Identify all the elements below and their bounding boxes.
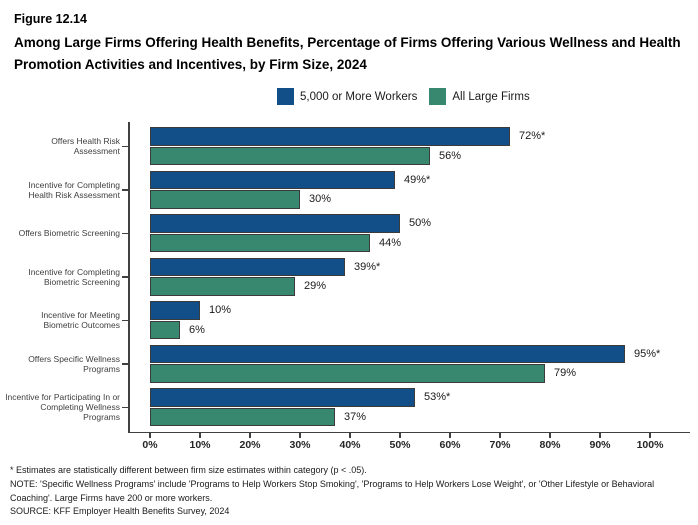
bar-5000-or-more-workers (150, 170, 395, 189)
bar-5000-or-more-workers (150, 301, 200, 320)
value-label: 6% (189, 323, 205, 336)
x-axis-tick (599, 433, 601, 438)
x-axis-tick (399, 433, 401, 438)
figure-number: Figure 12.14 (14, 12, 87, 26)
x-axis-tick (649, 433, 651, 438)
legend-swatch-blue-icon (277, 88, 294, 105)
definition-note: NOTE: 'Specific Wellness Programs' inclu… (10, 478, 655, 503)
y-axis-tick (122, 276, 128, 278)
bar-all-large-firms (150, 364, 545, 383)
value-label: 49%* (404, 173, 431, 186)
value-label: 50% (409, 217, 432, 229)
y-axis-tick (122, 363, 128, 365)
legend-swatch-teal-icon (429, 88, 447, 105)
x-axis-tick (449, 433, 451, 438)
bar-chart: Offers Health Risk Assessment 72%* 56% Ince… (0, 118, 698, 463)
value-label: 29% (304, 280, 327, 292)
x-axis-line (128, 431, 690, 433)
x-axis-tick (299, 433, 301, 438)
x-axis-tick-label: 30% (289, 439, 311, 451)
value-label: 56% (439, 149, 462, 162)
legend-item-5000-or-more-workers: 5,000 or More Workers (277, 88, 417, 105)
x-axis-tick (149, 433, 151, 438)
bar-all-large-firms (150, 146, 430, 165)
value-label: 79% (554, 367, 577, 379)
x-axis-tick-label: 90% (589, 439, 611, 451)
y-axis-tick (122, 406, 128, 409)
x-axis-tick-label: 80% (539, 439, 561, 451)
bar-5000-or-more-workers (150, 344, 625, 363)
bar-all-large-firms (150, 190, 300, 209)
value-label: 39%* (354, 260, 381, 273)
bar-all-large-firms (150, 407, 335, 426)
bar-all-large-firms (150, 320, 180, 339)
footnotes: * Estimates are statistically different … (10, 464, 692, 519)
x-axis-tick-label: 10% (189, 439, 211, 451)
legend-item-all-large-firms: All Large Firms (429, 88, 530, 105)
source-note: SOURCE: KFF Employer Health Benefits Sur… (10, 506, 230, 517)
legend-label: 5,000 or More Workers (300, 90, 418, 103)
bar-all-large-firms (150, 277, 295, 296)
value-label: 44% (379, 236, 402, 249)
x-axis-tick-label: 70% (489, 439, 511, 451)
value-label: 30% (309, 193, 332, 205)
value-label: 72%* (519, 130, 546, 142)
y-axis-tick (122, 319, 128, 322)
bar-all-large-firms (150, 233, 370, 252)
category-label: Offers Specific Wellness Programs (28, 353, 120, 374)
x-axis-tick (199, 433, 201, 438)
category-label: Incentive for Completing Health Risk Ass… (28, 179, 120, 200)
value-label: 53%* (424, 391, 451, 403)
legend: 5,000 or More Workers All Large Firms (277, 88, 530, 105)
category-label: Incentive for Completing Biometric Scree… (28, 266, 120, 287)
category-label: Incentive for Meeting Biometric Outcomes (41, 310, 120, 330)
bar-5000-or-more-workers (150, 257, 345, 276)
x-axis-tick-label: 40% (339, 439, 361, 451)
x-axis-tick-label: 20% (239, 439, 261, 451)
y-axis-tick (122, 189, 128, 191)
x-axis-tick (549, 433, 551, 438)
bar-5000-or-more-workers (150, 127, 510, 146)
value-label: 10% (209, 304, 232, 316)
figure-title: Among Large Firms Offering Health Benefi… (14, 35, 681, 72)
bar-5000-or-more-workers (150, 214, 400, 233)
value-label: 95%* (634, 347, 661, 360)
x-axis-tick-label: 0% (142, 439, 158, 451)
category-label: Offers Biometric Screening (18, 228, 120, 238)
x-axis-tick-label: 60% (439, 439, 461, 451)
x-axis-tick (349, 433, 351, 438)
y-axis-tick (122, 232, 128, 235)
y-axis-tick (122, 145, 128, 148)
legend-label: All Large Firms (452, 90, 530, 103)
significance-note: * Estimates are statistically different … (10, 465, 367, 475)
x-axis-tick (249, 433, 251, 438)
category-label: Offers Health Risk Assessment (51, 136, 120, 156)
category-label: Incentive for Participating In or Comple… (5, 392, 120, 422)
value-label: 37% (344, 410, 367, 423)
bar-5000-or-more-workers (150, 388, 415, 407)
x-axis-tick-label: 100% (636, 439, 664, 451)
x-axis-tick (499, 433, 501, 438)
y-axis-line (128, 122, 130, 433)
x-axis-tick-label: 50% (389, 439, 411, 451)
